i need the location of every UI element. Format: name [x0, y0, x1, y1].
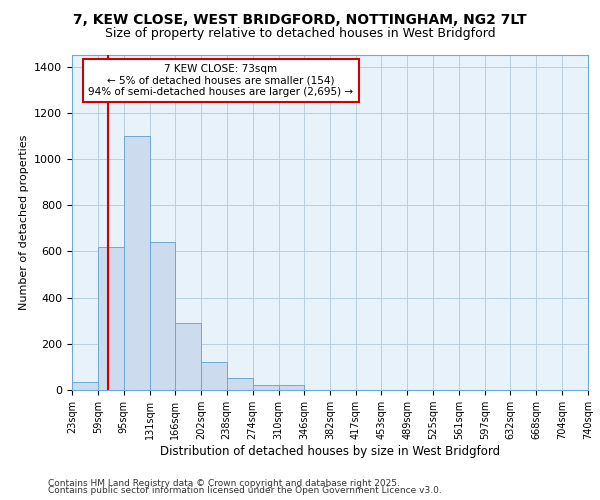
Bar — [72, 382, 98, 390]
Y-axis label: Number of detached properties: Number of detached properties — [19, 135, 29, 310]
Bar — [278, 386, 304, 390]
Bar — [175, 323, 201, 390]
Text: 7, KEW CLOSE, WEST BRIDGFORD, NOTTINGHAM, NG2 7LT: 7, KEW CLOSE, WEST BRIDGFORD, NOTTINGHAM… — [73, 12, 527, 26]
Bar — [227, 378, 253, 390]
Text: Contains HM Land Registry data © Crown copyright and database right 2025.: Contains HM Land Registry data © Crown c… — [48, 478, 400, 488]
Bar — [150, 242, 175, 390]
X-axis label: Distribution of detached houses by size in West Bridgford: Distribution of detached houses by size … — [160, 445, 500, 458]
Bar — [253, 386, 278, 390]
Text: Size of property relative to detached houses in West Bridgford: Size of property relative to detached ho… — [104, 28, 496, 40]
Bar — [124, 136, 150, 390]
Bar — [98, 247, 124, 390]
Text: Contains public sector information licensed under the Open Government Licence v3: Contains public sector information licen… — [48, 486, 442, 495]
Text: 7 KEW CLOSE: 73sqm
← 5% of detached houses are smaller (154)
94% of semi-detache: 7 KEW CLOSE: 73sqm ← 5% of detached hous… — [88, 64, 353, 97]
Bar — [201, 362, 227, 390]
